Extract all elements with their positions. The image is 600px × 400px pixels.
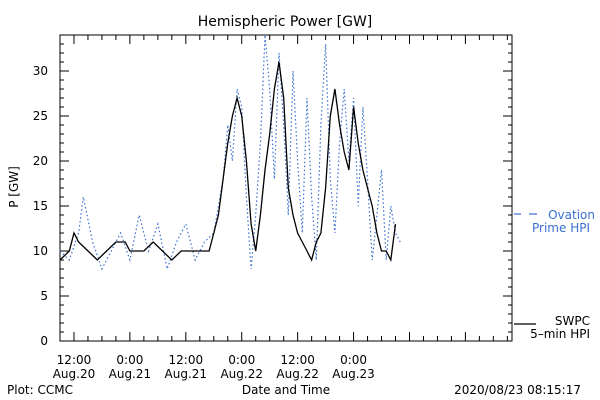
x-tick-label-date: Aug.21 (165, 367, 208, 381)
y-tick-label: 15 (33, 199, 48, 213)
legend-swpc-label: SWPC (555, 314, 590, 328)
plot-frame (59, 34, 513, 342)
plot-credit: Plot: CCMC (7, 383, 73, 397)
x-tick-label-date: Aug.23 (332, 367, 375, 381)
x-tick-label-time: 0:00 (228, 353, 255, 367)
y-tick-label: 30 (33, 64, 48, 78)
x-tick-label-time: 12:00 (280, 353, 315, 367)
y-axis-label: P [GW] (7, 166, 21, 208)
x-tick-label-date: Aug.21 (109, 367, 152, 381)
x-tick-label-date: Aug.22 (276, 367, 319, 381)
y-tick-label: 0 (40, 334, 48, 348)
y-tick-label: 10 (33, 244, 48, 258)
y-tick-label: 20 (33, 154, 48, 168)
legend-ovation-label: Ovation (548, 208, 595, 222)
x-axis-label: Date and Time (242, 383, 330, 397)
x-tick-label-time: 12:00 (57, 353, 92, 367)
plot-timestamp: 2020/08/23 08:15:17 (454, 383, 581, 397)
legend-swpc-label: 5–min HPI (530, 327, 590, 341)
x-tick-label-date: Aug.22 (220, 367, 263, 381)
chart-title: Hemispheric Power [GW] (198, 14, 373, 30)
y-tick-label: 25 (33, 109, 48, 123)
ovation-prime-hpi-line (59, 34, 401, 272)
y-tick-label: 5 (40, 289, 48, 303)
plot-area: 05101520253012:00Aug.200:00Aug.2112:00Au… (33, 34, 595, 381)
swpc-hpi-line (59, 61, 397, 263)
legend-ovation-label: Prime HPI (532, 221, 590, 235)
x-tick-label-time: 0:00 (340, 353, 367, 367)
x-tick-label-time: 12:00 (169, 353, 204, 367)
x-tick-label-time: 0:00 (116, 353, 143, 367)
x-tick-label-date: Aug.20 (53, 367, 96, 381)
